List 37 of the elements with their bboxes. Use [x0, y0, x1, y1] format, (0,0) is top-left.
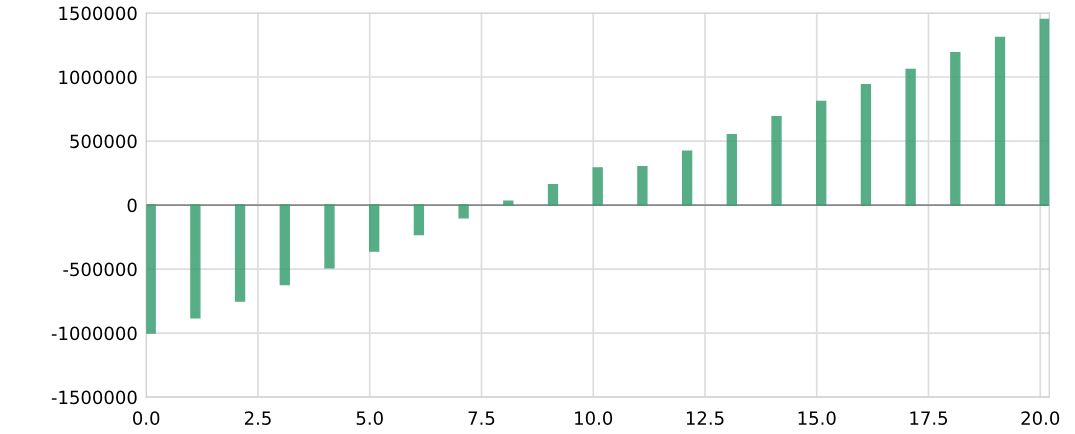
bar — [413, 204, 425, 236]
bar — [458, 204, 469, 219]
bar — [771, 116, 782, 206]
bar — [190, 204, 201, 319]
x-tick-label: 12.5 — [686, 411, 724, 425]
bar — [994, 36, 1006, 206]
bar — [637, 165, 648, 206]
y-tick-label: 1500000 — [59, 6, 137, 21]
bar — [726, 133, 737, 206]
y-tick-label: -1500000 — [51, 390, 137, 405]
x-tick-label: 5.0 — [356, 411, 383, 425]
bar — [547, 183, 559, 206]
x-tick-label: 20.0 — [1021, 411, 1060, 425]
bar — [905, 68, 916, 206]
bar — [234, 204, 246, 302]
bar — [816, 100, 827, 206]
bar — [1039, 18, 1050, 206]
y-tick-label: 1000000 — [59, 70, 137, 85]
x-tick-label: 7.5 — [468, 411, 495, 425]
bar — [950, 52, 961, 206]
bar — [592, 167, 603, 206]
bar — [146, 204, 156, 334]
x-tick-label: 17.5 — [910, 411, 948, 425]
y-tick-label: -1000000 — [51, 326, 137, 341]
x-tick-label: 0.0 — [133, 411, 160, 425]
bar — [860, 84, 872, 206]
y-tick-label: 0 — [127, 198, 137, 213]
bar — [369, 204, 380, 252]
x-tick-label: 2.5 — [244, 411, 271, 425]
y-tick-label: -500000 — [63, 262, 137, 277]
y-tick-label: 500000 — [70, 134, 137, 149]
x-tick-label: 10.0 — [575, 411, 613, 425]
bar — [681, 150, 693, 206]
x-tick-label: 15.0 — [798, 411, 836, 425]
bar — [324, 204, 335, 269]
bar — [279, 204, 290, 286]
bar — [503, 200, 514, 206]
